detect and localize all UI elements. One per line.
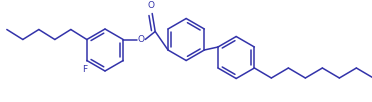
Text: F: F xyxy=(82,65,87,74)
Text: O: O xyxy=(138,35,145,44)
Text: O: O xyxy=(148,1,155,10)
